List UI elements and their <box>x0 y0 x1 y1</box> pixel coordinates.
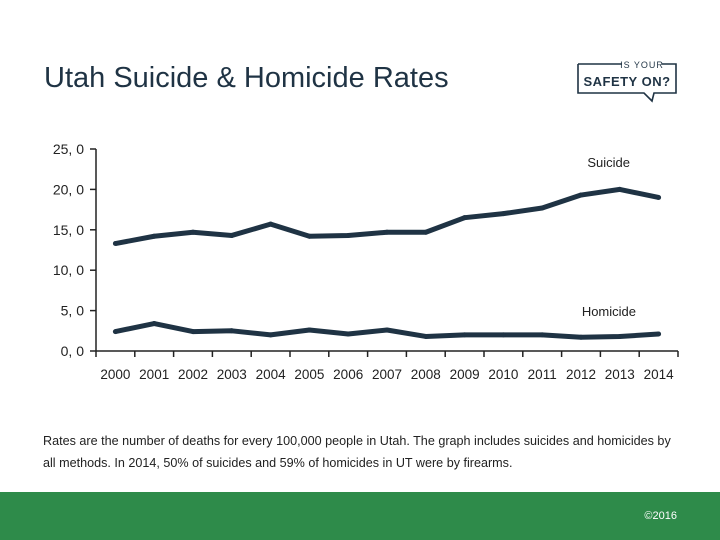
x-tick-label: 2010 <box>488 367 518 382</box>
data-point-suicide <box>345 232 351 238</box>
x-tick-label: 2000 <box>100 367 130 382</box>
y-tick-label: 5, 0 <box>61 303 85 319</box>
data-point-homicide <box>539 332 545 338</box>
data-point-homicide <box>656 331 662 337</box>
data-point-suicide <box>384 229 390 235</box>
data-point-suicide <box>112 241 118 247</box>
logo-line2: SAFETY ON? <box>583 74 670 89</box>
data-point-suicide <box>151 233 157 239</box>
data-point-suicide <box>656 194 662 200</box>
data-point-suicide <box>190 229 196 235</box>
data-point-suicide <box>306 233 312 239</box>
x-tick-label: 2001 <box>139 367 169 382</box>
x-tick-label: 2004 <box>256 367 287 382</box>
series-label-suicide: Suicide <box>587 155 630 170</box>
logo-bubble-outline <box>577 63 677 103</box>
safety-logo: IS YOUR SAFETY ON? <box>577 60 677 103</box>
data-point-homicide <box>462 332 468 338</box>
page-title: Utah Suicide & Homicide Rates <box>44 62 449 94</box>
x-tick-label: 2013 <box>605 367 635 382</box>
data-point-homicide <box>384 327 390 333</box>
data-point-suicide <box>539 205 545 211</box>
data-point-homicide <box>500 332 506 338</box>
footer-bar: ©2016 <box>0 492 720 540</box>
data-point-homicide <box>112 329 118 335</box>
x-tick-label: 2006 <box>333 367 363 382</box>
series-line-suicide <box>114 186 660 246</box>
chart-caption: Rates are the number of deaths for every… <box>43 434 671 470</box>
data-point-homicide <box>151 321 157 327</box>
data-point-homicide <box>345 331 351 337</box>
x-tick-label: 2003 <box>217 367 247 382</box>
x-tick-label: 2012 <box>566 367 596 382</box>
data-point-homicide <box>268 332 274 338</box>
data-point-suicide <box>229 232 235 238</box>
y-tick-label: 15, 0 <box>53 222 84 238</box>
y-tick-label: 25, 0 <box>53 141 84 157</box>
data-point-suicide <box>423 229 429 235</box>
data-point-homicide <box>229 328 235 334</box>
data-point-suicide <box>578 192 584 198</box>
x-tick-label: 2011 <box>528 367 557 382</box>
data-point-suicide <box>617 186 623 192</box>
data-point-suicide <box>268 221 274 227</box>
data-point-homicide <box>578 334 584 340</box>
data-point-homicide <box>423 333 429 339</box>
y-tick-label: 20, 0 <box>53 181 84 197</box>
rates-line-chart: 0, 0 5, 0 10, 0 15, 0 20, 0 25, 0 2000 2001 2002… <box>53 141 679 382</box>
x-tick-label: 2014 <box>644 367 675 382</box>
logo-line1: IS YOUR <box>620 60 664 70</box>
x-tick-label: 2007 <box>372 367 402 382</box>
x-tick-label: 2009 <box>450 367 480 382</box>
x-tick-label: 2002 <box>178 367 208 382</box>
copyright-text: ©2016 <box>644 510 677 522</box>
y-tick-label: 10, 0 <box>53 262 84 278</box>
data-point-homicide <box>617 333 623 339</box>
y-tick-label: 0, 0 <box>61 343 85 359</box>
data-point-suicide <box>462 215 468 221</box>
x-tick-label: 2008 <box>411 367 441 382</box>
x-tick-label: 2005 <box>294 367 324 382</box>
data-point-homicide <box>306 327 312 333</box>
series-label-homicide: Homicide <box>582 304 636 319</box>
data-point-homicide <box>190 329 196 335</box>
data-point-suicide <box>500 211 506 217</box>
